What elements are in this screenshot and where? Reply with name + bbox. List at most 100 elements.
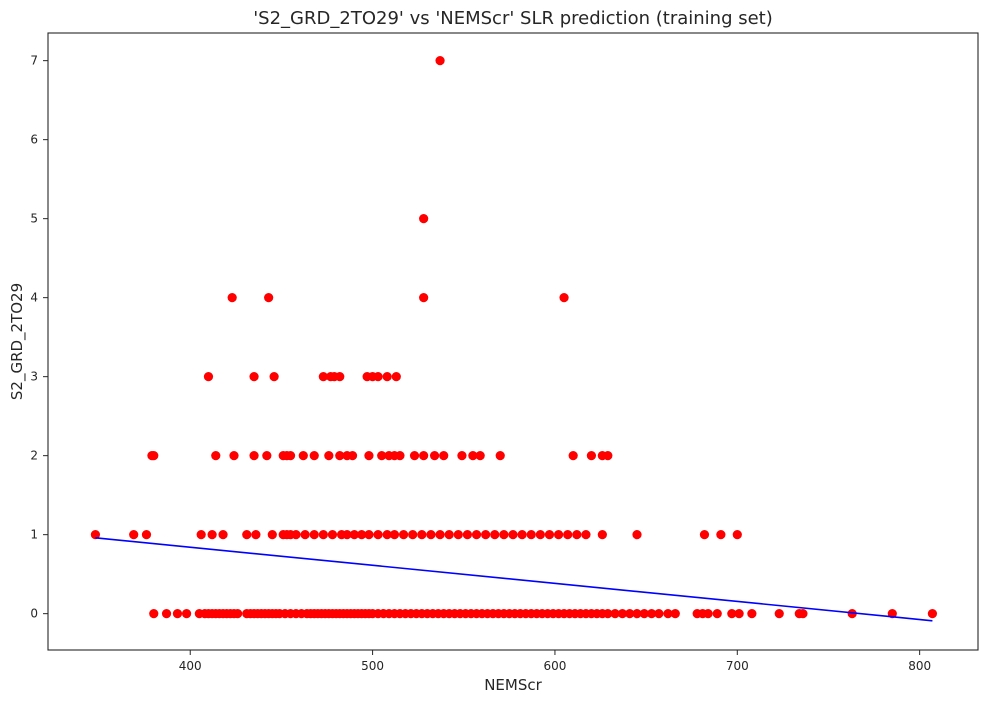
data-point xyxy=(435,56,445,66)
data-point xyxy=(453,530,463,540)
plot-frame xyxy=(47,32,979,651)
data-point xyxy=(568,451,578,461)
data-point xyxy=(462,530,473,540)
data-point xyxy=(572,530,582,540)
data-point xyxy=(262,451,272,461)
data-point xyxy=(233,609,243,619)
data-point xyxy=(617,609,628,619)
data-point xyxy=(382,372,392,382)
data-point xyxy=(203,372,214,382)
data-point xyxy=(429,451,440,461)
data-point xyxy=(90,530,101,540)
data-point xyxy=(349,530,359,540)
data-point xyxy=(490,530,500,540)
data-point xyxy=(229,451,239,461)
data-point xyxy=(747,609,757,619)
data-point xyxy=(285,451,296,461)
data-point xyxy=(475,451,485,461)
data-point xyxy=(426,530,436,540)
data-point xyxy=(732,530,742,540)
x-tick-label: 400 xyxy=(179,659,202,673)
data-point xyxy=(129,530,139,540)
data-point xyxy=(495,451,505,461)
data-point xyxy=(603,609,613,619)
x-tick-label: 800 xyxy=(908,659,931,673)
data-point xyxy=(927,609,938,619)
data-point xyxy=(544,530,555,540)
data-point xyxy=(457,451,467,461)
data-point xyxy=(364,451,374,461)
data-point xyxy=(654,609,664,619)
data-point xyxy=(419,451,429,461)
data-point xyxy=(249,372,259,382)
y-tick-label: 1 xyxy=(30,528,38,542)
y-tick-label: 3 xyxy=(30,370,38,384)
x-axis-label: NEMScr xyxy=(484,676,542,694)
data-point xyxy=(597,530,607,540)
x-tick-label: 600 xyxy=(543,659,566,673)
data-point xyxy=(712,609,722,619)
data-point xyxy=(324,451,334,461)
data-point xyxy=(389,530,400,540)
data-point xyxy=(774,609,784,619)
chart-title: 'S2_GRD_2TO29' vs 'NEMScr' SLR predictio… xyxy=(253,8,773,29)
data-point xyxy=(435,530,445,540)
data-point xyxy=(264,293,274,303)
data-point xyxy=(373,530,383,540)
data-point xyxy=(625,609,635,619)
y-tick-label: 0 xyxy=(30,607,38,621)
data-point xyxy=(419,214,429,224)
data-point xyxy=(342,530,352,540)
data-point xyxy=(335,372,345,382)
data-point xyxy=(444,530,454,540)
data-point xyxy=(468,451,478,461)
data-point xyxy=(318,372,328,382)
data-point xyxy=(227,293,237,303)
data-point xyxy=(535,530,545,540)
data-point xyxy=(610,609,620,619)
data-point xyxy=(419,293,429,303)
x-tick-label: 500 xyxy=(361,659,384,673)
y-tick-label: 6 xyxy=(30,133,38,147)
data-point xyxy=(646,609,657,619)
data-point xyxy=(300,530,310,540)
data-point xyxy=(327,530,338,540)
data-point xyxy=(377,451,387,461)
regression-line xyxy=(95,537,933,622)
y-tick-label: 2 xyxy=(30,449,38,463)
y-tick-label: 5 xyxy=(30,212,38,226)
data-point xyxy=(699,530,710,540)
data-point xyxy=(632,609,642,619)
data-point xyxy=(309,451,319,461)
data-point xyxy=(439,451,449,461)
data-point xyxy=(373,372,383,382)
data-point xyxy=(734,609,744,619)
data-point xyxy=(471,530,482,540)
data-point xyxy=(508,530,518,540)
data-point xyxy=(181,609,192,619)
data-point xyxy=(603,451,613,461)
data-point xyxy=(267,530,277,540)
data-point xyxy=(663,609,673,619)
data-point xyxy=(318,530,328,540)
data-point xyxy=(218,530,228,540)
y-axis-ticks: 0 1 2 3 4 5 6 7 xyxy=(30,54,48,621)
data-point xyxy=(581,530,591,540)
data-point xyxy=(211,451,221,461)
data-point xyxy=(563,530,573,540)
data-point xyxy=(141,530,152,540)
data-points xyxy=(90,56,938,619)
y-axis-label: S2_GRD_2TO29 xyxy=(8,283,27,400)
regression-line-group xyxy=(95,537,933,622)
data-point xyxy=(251,530,261,540)
data-point xyxy=(639,609,649,619)
data-point xyxy=(632,530,642,540)
data-point xyxy=(526,530,536,540)
y-tick-label: 7 xyxy=(30,54,38,68)
data-point xyxy=(798,609,808,619)
data-point xyxy=(149,609,159,619)
data-point xyxy=(586,451,597,461)
data-point xyxy=(398,530,409,540)
data-point xyxy=(417,530,427,540)
